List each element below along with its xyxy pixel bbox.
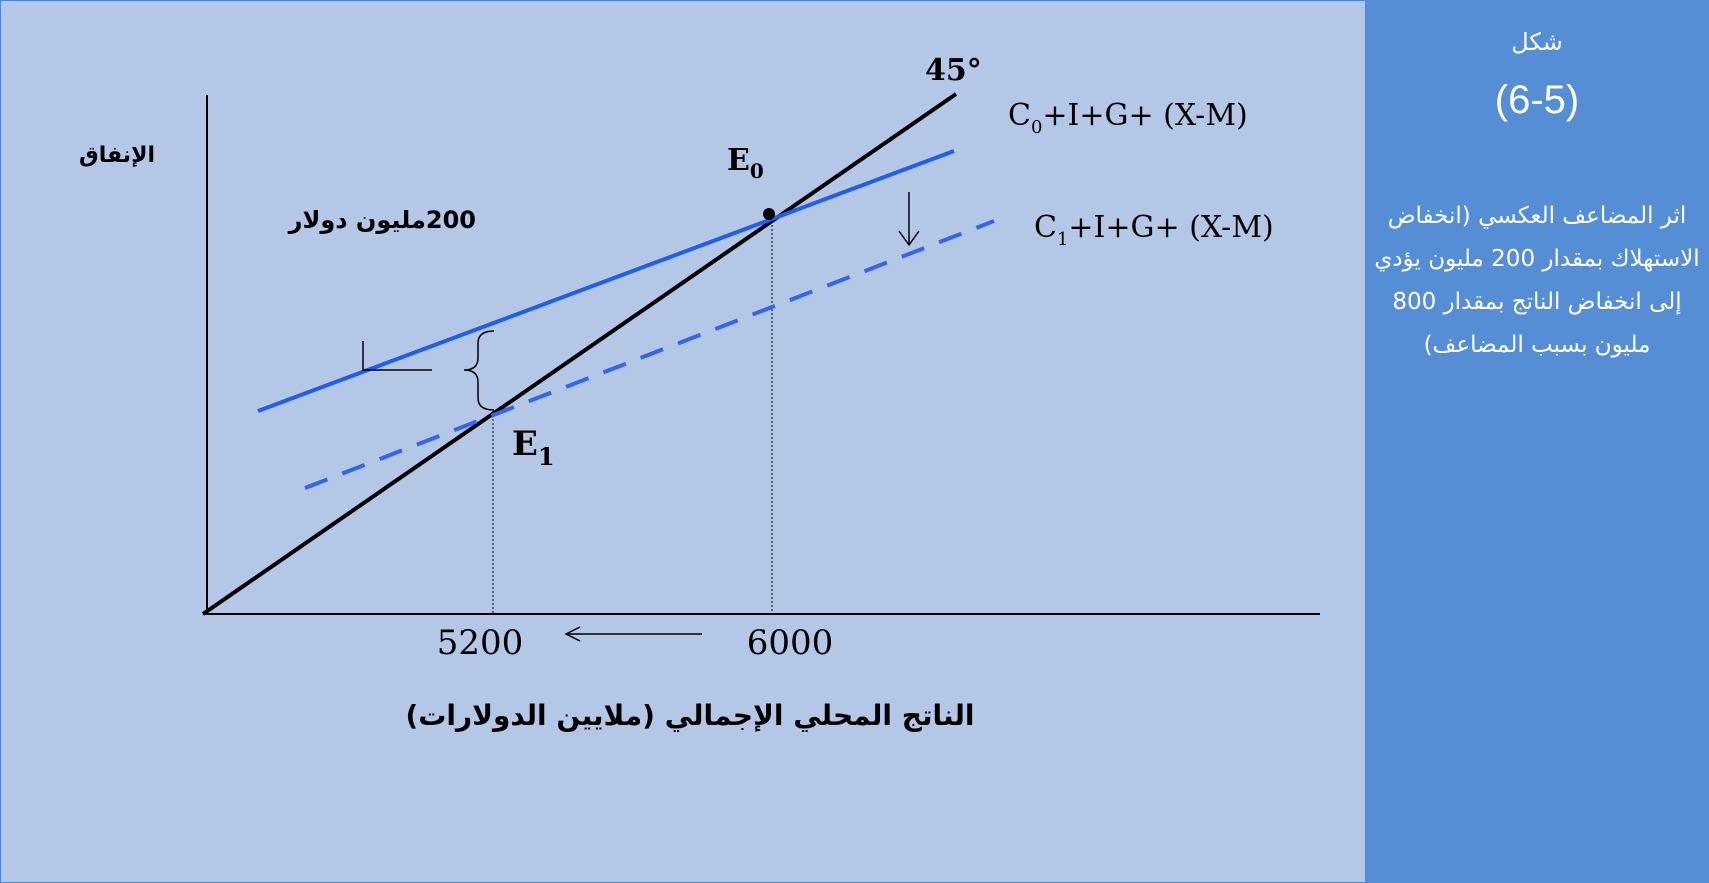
line-c0-label: C0+I+G+ (X-M) (1008, 98, 1248, 138)
figure-sidebar: شكل (6-5) اثر المضاعف العكسي (انخفاض الا… (1365, 0, 1709, 883)
output-decrease-arrow-head (564, 626, 581, 642)
e0-label: E0 (727, 143, 764, 183)
x-tick-5200: 5200 (437, 623, 524, 663)
y-axis-label: الإنفاق (79, 143, 155, 168)
corner-marker (362, 341, 432, 371)
angle-label: 45° (925, 53, 982, 88)
line-c1-label: C1+I+G+ (X-M) (1034, 210, 1274, 250)
shift-down-arrow-head (898, 230, 920, 247)
line-c1 (304, 219, 995, 490)
line-45-degree (201, 92, 958, 616)
figure-number: (6-5) (1494, 78, 1580, 122)
figure-label: شكل (1511, 28, 1563, 56)
e1-label: E1 (512, 424, 555, 471)
x-axis-label: الناتج المحلي الإجمالي (ملايين الدولارات… (405, 699, 974, 732)
shift-amount-label: 200مليون دولار (288, 206, 476, 234)
equilibrium-point-e0 (763, 208, 775, 220)
line-c0 (257, 149, 955, 413)
multiplier-diagram: 45° C0+I+G+ (X-M) C1+I+G+ (X-M) E0 E1 ال… (79, 53, 1320, 732)
figure-description: اثر المضاعف العكسي (انخفاض الاستهلاك بمق… (1374, 203, 1700, 358)
x-tick-6000: 6000 (747, 623, 834, 663)
curly-brace (463, 330, 495, 411)
